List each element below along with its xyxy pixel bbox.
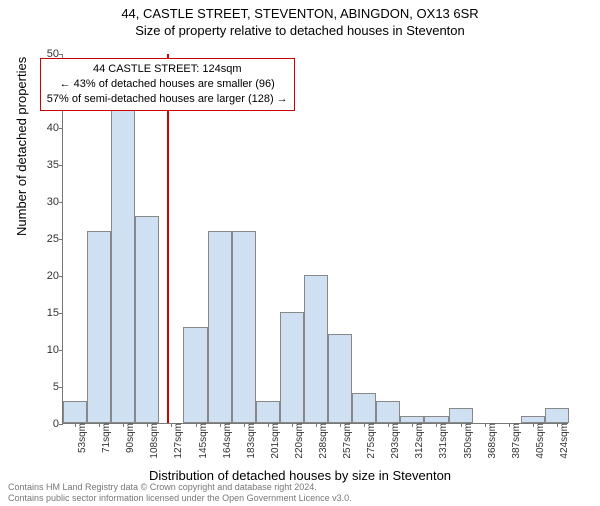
y-tick-mark — [59, 239, 63, 240]
x-tick-label: 312sqm — [412, 423, 425, 459]
page-subtitle: Size of property relative to detached ho… — [0, 23, 600, 38]
y-tick-mark — [59, 313, 63, 314]
bar — [183, 327, 207, 423]
bar — [111, 90, 135, 423]
y-tick-mark — [59, 165, 63, 166]
footer-attribution: Contains HM Land Registry data © Crown c… — [8, 482, 352, 504]
y-tick-mark — [59, 54, 63, 55]
x-tick-label: 201sqm — [268, 423, 281, 459]
bar — [400, 416, 424, 423]
y-tick-mark — [59, 350, 63, 351]
bar — [208, 231, 232, 423]
bar — [304, 275, 328, 423]
bar — [449, 408, 473, 423]
bar — [352, 393, 376, 423]
x-tick-label: 127sqm — [171, 423, 184, 459]
x-tick-label: 257sqm — [340, 423, 353, 459]
chart-area: 0510152025303540455053sqm71sqm90sqm108sq… — [62, 54, 568, 424]
x-tick-label: 238sqm — [316, 423, 329, 459]
x-tick-label: 405sqm — [533, 423, 546, 459]
bar — [256, 401, 280, 423]
bar — [328, 334, 352, 423]
bar — [87, 231, 111, 423]
bar — [521, 416, 545, 423]
x-tick-label: 145sqm — [196, 423, 209, 459]
bar — [232, 231, 256, 423]
annotation-line1: 44 CASTLE STREET: 124sqm — [47, 62, 288, 77]
x-tick-label: 164sqm — [220, 423, 233, 459]
x-tick-label: 90sqm — [123, 423, 136, 453]
x-tick-label: 108sqm — [147, 423, 160, 459]
x-tick-label: 220sqm — [292, 423, 305, 459]
page-title: 44, CASTLE STREET, STEVENTON, ABINGDON, … — [0, 6, 600, 21]
bar — [545, 408, 569, 423]
bar — [135, 216, 159, 423]
plot-area: 0510152025303540455053sqm71sqm90sqm108sq… — [62, 54, 568, 424]
bar — [280, 312, 304, 423]
title-block: 44, CASTLE STREET, STEVENTON, ABINGDON, … — [0, 6, 600, 38]
y-tick-mark — [59, 276, 63, 277]
y-tick-mark — [59, 424, 63, 425]
bar — [424, 416, 448, 423]
x-tick-label: 331sqm — [436, 423, 449, 459]
annotation-box: 44 CASTLE STREET: 124sqm← 43% of detache… — [40, 58, 295, 111]
y-tick-mark — [59, 202, 63, 203]
x-tick-label: 71sqm — [99, 423, 112, 453]
x-tick-label: 183sqm — [244, 423, 257, 459]
x-tick-label: 424sqm — [557, 423, 570, 459]
annotation-line3: 57% of semi-detached houses are larger (… — [47, 92, 288, 107]
x-tick-label: 368sqm — [485, 423, 498, 459]
x-axis-label: Distribution of detached houses by size … — [0, 468, 600, 483]
y-tick-mark — [59, 387, 63, 388]
footer-line2: Contains public sector information licen… — [8, 493, 352, 504]
x-tick-label: 350sqm — [461, 423, 474, 459]
x-tick-label: 275sqm — [364, 423, 377, 459]
annotation-line2: ← 43% of detached houses are smaller (96… — [47, 77, 288, 92]
bar — [376, 401, 400, 423]
x-tick-label: 53sqm — [75, 423, 88, 453]
footer-line1: Contains HM Land Registry data © Crown c… — [8, 482, 352, 493]
x-tick-label: 387sqm — [509, 423, 522, 459]
y-axis-label: Number of detached properties — [14, 57, 29, 236]
y-tick-mark — [59, 128, 63, 129]
x-tick-label: 293sqm — [388, 423, 401, 459]
bar — [63, 401, 87, 423]
